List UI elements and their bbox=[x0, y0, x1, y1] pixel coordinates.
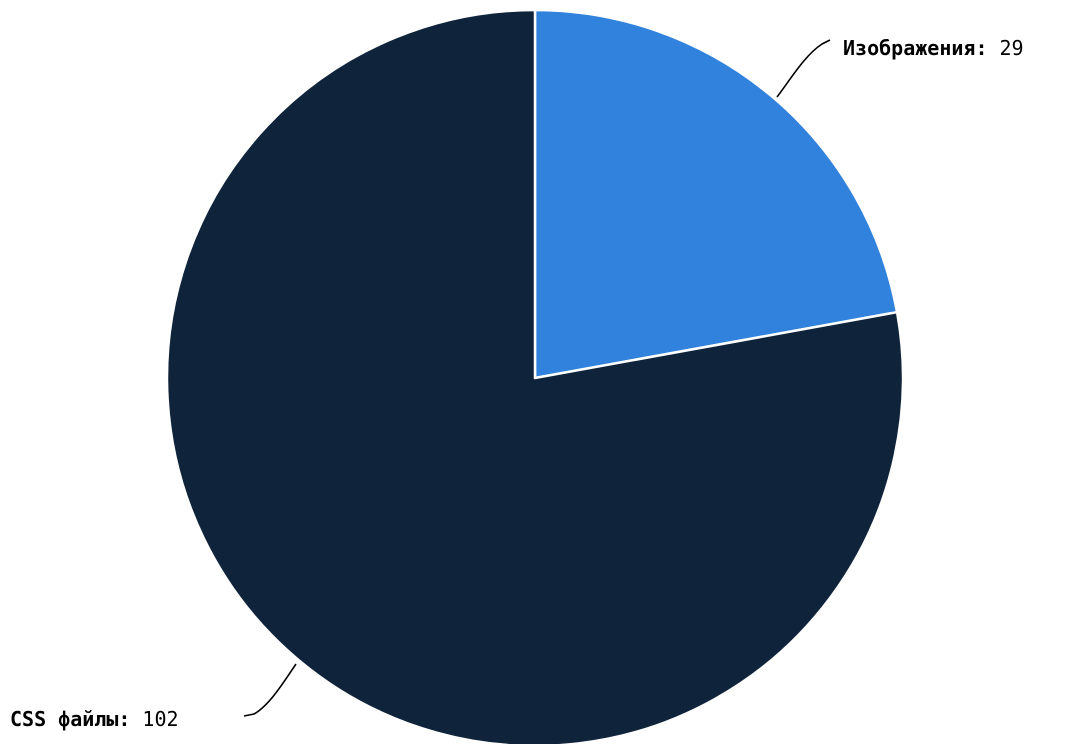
slice-label-separator-0: : bbox=[975, 36, 987, 60]
slice-label-separator-1: : bbox=[118, 707, 130, 731]
slice-label-0: Изображения: 29 bbox=[843, 36, 1024, 60]
slice-label-value-0: 29 bbox=[1000, 36, 1024, 60]
leader-line-0 bbox=[776, 39, 831, 98]
slice-label-name-0: Изображения bbox=[843, 36, 975, 60]
slice-label-name-1: CSS файлы bbox=[10, 707, 118, 731]
pie-slice-0[interactable] bbox=[533, 8, 899, 380]
slice-label-1: CSS файлы: 102 bbox=[10, 707, 179, 731]
pie-slices bbox=[165, 8, 905, 744]
leader-line-1 bbox=[243, 663, 297, 717]
pie-slice-1[interactable] bbox=[165, 8, 905, 744]
slice-label-value-1: 102 bbox=[142, 707, 178, 731]
leader-lines bbox=[243, 39, 831, 717]
